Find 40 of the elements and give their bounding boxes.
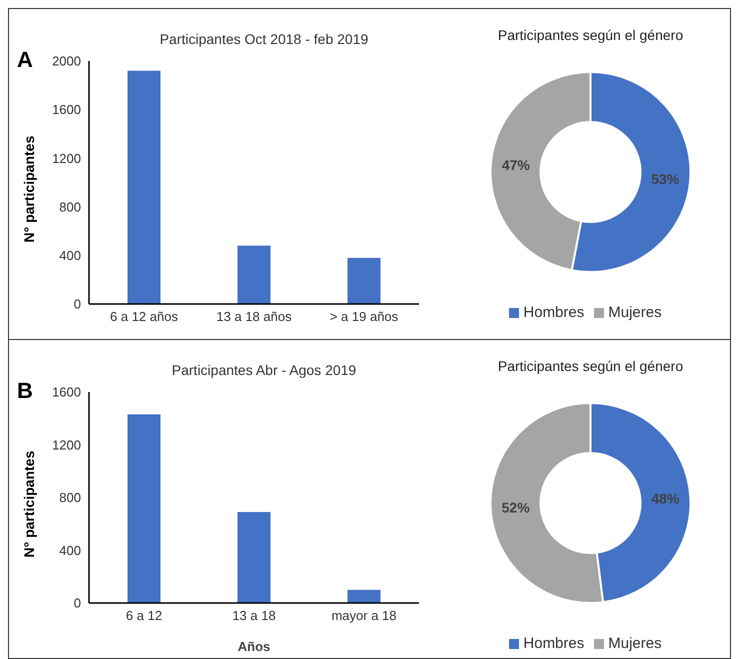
x-tick-label: 6 a 12 [126, 608, 162, 624]
text: B [17, 378, 33, 404]
y-tick-label: 400 [59, 248, 81, 264]
data-label: 53% [651, 171, 680, 188]
x-tick-label: mayor a 18 [331, 608, 397, 624]
bar [238, 246, 270, 304]
data-label: 48% [651, 490, 680, 506]
data-label: 47% [502, 156, 530, 173]
chart-title: Participantes Oct 2018 - feb 2019 [160, 31, 368, 47]
chart-title: Participantes Abr - Agos 2019 [172, 362, 356, 378]
x-axis-title: Años [238, 639, 270, 654]
bar [348, 590, 380, 603]
y-tick-label: 1200 [52, 437, 81, 452]
y-tick-label: 1600 [52, 102, 81, 118]
y-tick-label: 1600 [52, 384, 81, 400]
x-tick-label: 6 a 12 años [110, 309, 178, 324]
y-tick-label: 800 [59, 490, 81, 506]
legend-label: Hombres [523, 304, 584, 321]
y-tick-label: 0 [74, 296, 81, 312]
bar [238, 512, 270, 603]
bar [348, 258, 380, 304]
chart-title: Participantes según el género [496, 26, 684, 45]
y-tick-label: 400 [59, 542, 81, 558]
y-axis-title: N° participantes [20, 450, 37, 558]
x-tick-label: 13 a 18 [232, 608, 276, 624]
legend-label: Mujeres [608, 304, 662, 321]
y-axis-title: N° participantes [20, 136, 37, 242]
x-tick-label: > a 19 años [330, 309, 399, 324]
y-tick-label: 2000 [52, 54, 81, 69]
chart-title: Participantes según el género [496, 357, 684, 376]
x-tick-label: 13 a 18 años [216, 309, 292, 324]
y-tick-label: 1200 [52, 150, 81, 166]
y-tick-label: 800 [59, 199, 81, 214]
legend-label: Mujeres [608, 635, 662, 652]
text: A [17, 47, 33, 73]
bar [128, 414, 160, 603]
y-tick-label: 0 [74, 596, 81, 611]
bar [128, 70, 160, 304]
legend-label: Hombres [523, 635, 584, 652]
data-label: 52% [502, 500, 530, 516]
